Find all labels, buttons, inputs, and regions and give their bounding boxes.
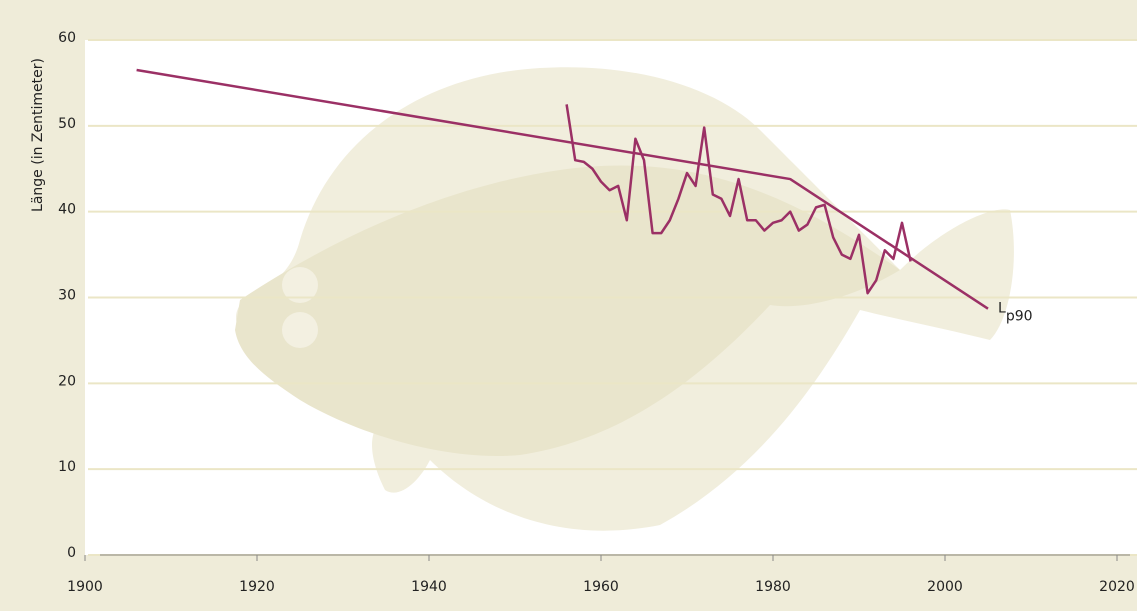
- y-axis-label: Länge (in Zentimeter): [30, 58, 46, 212]
- label-main: L: [998, 301, 1006, 317]
- y-tick-label: 60: [58, 30, 76, 46]
- y-tick-label: 0: [67, 545, 76, 561]
- x-tick-label: 1900: [67, 579, 103, 595]
- y-tick-label: 10: [58, 459, 76, 475]
- series-line: [565, 104, 912, 295]
- x-tick-label: 1940: [411, 579, 447, 595]
- x-tick-label: 2020: [1099, 579, 1135, 595]
- label-sub: p90: [1006, 309, 1033, 325]
- y-tick-label: 40: [58, 202, 76, 218]
- y-tick-label: 50: [58, 116, 76, 132]
- x-tick-label: 1920: [239, 579, 275, 595]
- fish-eye: [282, 312, 318, 348]
- y-tick-label: 30: [58, 288, 76, 304]
- line-label: Lp90: [998, 301, 1033, 325]
- series-line: [136, 68, 989, 310]
- x-tick-label: 1980: [755, 579, 791, 595]
- x-tick-label: 2000: [927, 579, 963, 595]
- fish-eye: [282, 267, 318, 303]
- y-tick-label: 20: [58, 373, 76, 389]
- x-tick-label: 1960: [583, 579, 619, 595]
